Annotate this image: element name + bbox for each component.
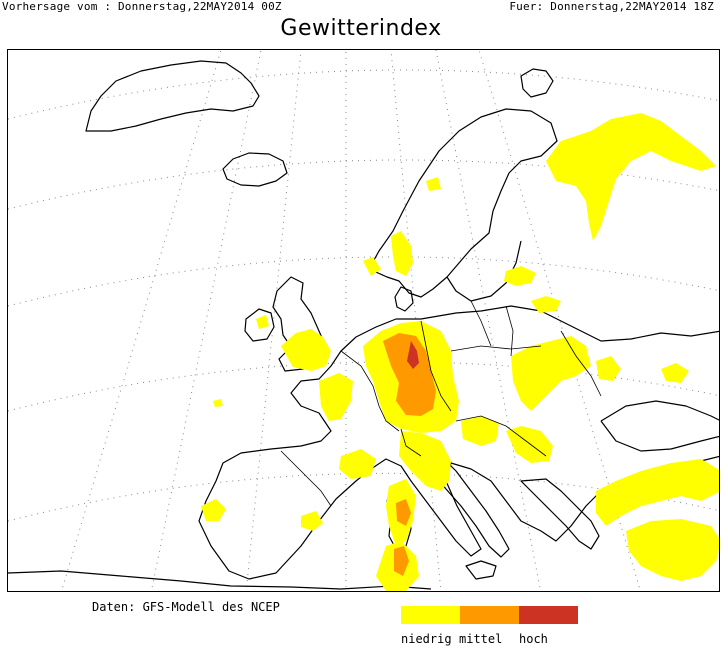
svalbard-coast	[520, 68, 554, 98]
legend-label-medium: mittel	[459, 632, 503, 646]
legend-label-low: niedrig	[401, 632, 452, 646]
legend-swatch-low	[401, 606, 460, 624]
sicily-coast	[465, 560, 497, 580]
storm-area-low	[201, 113, 719, 591]
greenland-coast	[85, 60, 260, 132]
greece-coast	[520, 478, 600, 550]
ireland-coast	[244, 308, 275, 342]
storm-area-medium	[383, 333, 436, 576]
legend-swatch-high	[519, 606, 578, 624]
denmark-coast	[394, 286, 414, 312]
graticule	[8, 50, 719, 591]
continent-coast	[198, 305, 719, 580]
data-source-note: Daten: GFS-Modell des NCEP	[92, 600, 280, 614]
iceland-coast	[222, 152, 288, 187]
legend-label-high: hoch	[519, 632, 548, 646]
legend-swatch-medium	[460, 606, 519, 624]
north-africa-coast	[8, 570, 432, 590]
forecast-valid-time: Fuer: Donnerstag,22MAY2014 18Z	[509, 0, 714, 13]
page-title: Gewitterindex	[280, 16, 442, 41]
storm-area-high	[407, 341, 419, 369]
country-borders	[280, 300, 602, 507]
thunderstorm-index-map	[7, 49, 720, 592]
scandinavia-coast	[368, 108, 558, 298]
forecast-issue-time: Vorhersage vom : Donnerstag,22MAY2014 00…	[2, 0, 282, 13]
black-sea-coast	[600, 400, 719, 452]
